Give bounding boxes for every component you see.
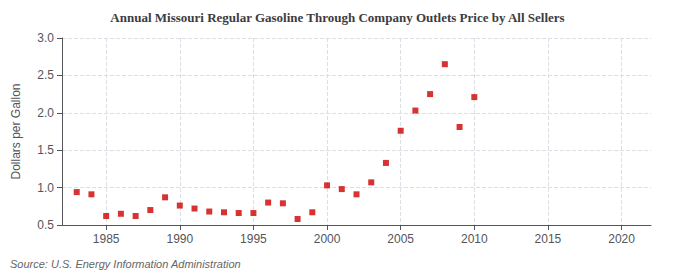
svg-text:2.5: 2.5 <box>37 68 54 82</box>
svg-text:Dollars per Gallon: Dollars per Gallon <box>9 83 23 179</box>
svg-text:1995: 1995 <box>240 232 267 246</box>
svg-text:0.5: 0.5 <box>37 218 54 232</box>
svg-text:1.5: 1.5 <box>37 143 54 157</box>
svg-text:Annual Missouri Regular Gasoli: Annual Missouri Regular Gasoline Through… <box>110 10 564 25</box>
svg-text:1985: 1985 <box>93 232 120 246</box>
svg-text:2010: 2010 <box>461 232 488 246</box>
svg-text:Source: U.S. Energy Informatio: Source: U.S. Energy Information Administ… <box>10 258 241 270</box>
svg-text:2005: 2005 <box>387 232 414 246</box>
svg-text:2020: 2020 <box>608 232 635 246</box>
svg-text:2.0: 2.0 <box>37 106 54 120</box>
svg-text:2000: 2000 <box>314 232 341 246</box>
svg-text:2015: 2015 <box>535 232 562 246</box>
svg-text:1990: 1990 <box>166 232 193 246</box>
svg-text:3.0: 3.0 <box>37 31 54 45</box>
svg-text:1.0: 1.0 <box>37 181 54 195</box>
